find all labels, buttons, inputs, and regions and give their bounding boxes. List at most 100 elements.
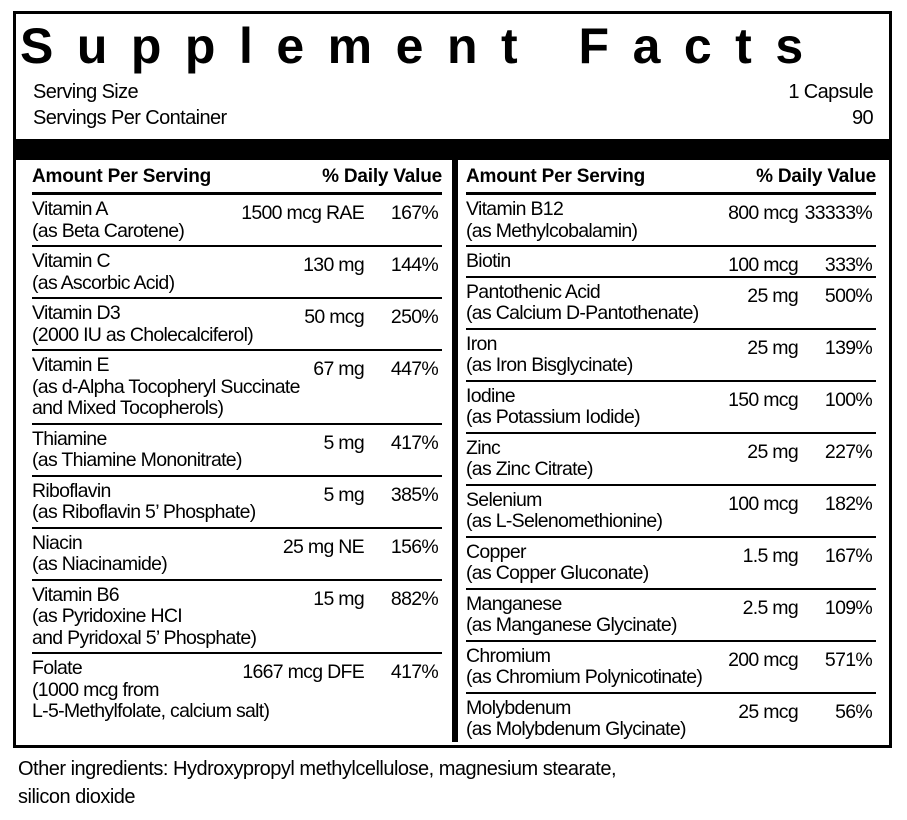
- nutrient-row: Thiamine (as Thiamine Mononitrate) 5 mg 417…: [32, 425, 442, 477]
- nutrient-row: Biotin 100 mcg 333%: [466, 247, 876, 278]
- servings-per-container-label: Servings Per Container: [33, 107, 227, 129]
- nutrient-row: Vitamin C (as Ascorbic Acid) 130 mg 144%: [32, 247, 442, 299]
- servings-per-container-value: 90: [851, 107, 874, 129]
- header-daily-value: % Daily Value: [322, 166, 442, 187]
- nutrient-amount: 25 mg: [747, 284, 798, 307]
- nutrient-name: Iron: [466, 332, 498, 355]
- nutrient-name: Thiamine: [32, 427, 107, 450]
- nutrient-daily-value: 167%: [390, 202, 439, 224]
- nutrient-name: Vitamin D3: [32, 302, 121, 324]
- nutrient-amount: 200 mcg: [728, 648, 799, 671]
- column-divider: [452, 160, 458, 742]
- serving-size-label: Serving Size: [33, 81, 139, 103]
- nutrient-name: Riboflavin: [32, 479, 111, 502]
- nutrient-row: Zinc (as Zinc Citrate) 25 mg 227%: [466, 434, 876, 486]
- nutrient-row: Iodine (as Potassium Iodide) 150 mcg 100%: [466, 382, 876, 434]
- nutrient-name: Molybdenum: [466, 696, 571, 719]
- nutrient-daily-value: 385%: [390, 483, 439, 506]
- nutrient-name: Pantothenic Acid: [466, 280, 601, 303]
- right-column: Amount Per Serving % Daily Value Vitamin B…: [466, 162, 876, 744]
- nutrient-source: (as Zinc Citrate): [466, 458, 593, 480]
- nutrient-source: and Mixed Tocopherols): [32, 397, 224, 419]
- nutrient-row: Niacin (as Niacinamide) 25 mg NE 156%: [32, 529, 442, 581]
- serving-size-value: 1 Capsule: [788, 81, 873, 103]
- nutrient-name: Folate: [32, 657, 83, 679]
- nutrient-daily-value: 333%: [824, 254, 873, 276]
- nutrient-amount: 25 mg: [747, 336, 798, 359]
- nutrient-amount: 50 mcg: [304, 306, 364, 328]
- nutrient-name: Vitamin B12: [466, 198, 564, 220]
- nutrient-amount: 100 mcg: [728, 254, 799, 276]
- nutrient-amount: 15 mg: [313, 587, 364, 610]
- nutrient-amount: 5 mg: [323, 431, 364, 454]
- nutrient-row: Vitamin B6 (as Pyridoxine HCI and Pyridoxa…: [32, 581, 442, 654]
- nutrient-source: L-5-Methylfolate, calcium salt): [32, 700, 270, 722]
- nutrient-amount: 800 mcg: [728, 202, 799, 224]
- nutrient-amount: 67 mg: [313, 358, 364, 380]
- nutrient-row: Riboflavin (as Riboflavin 5’ Phosphate) 5 …: [32, 477, 442, 529]
- nutrient-daily-value: 571%: [824, 648, 873, 671]
- left-column: Amount Per Serving % Daily Value Vitamin A…: [32, 162, 442, 726]
- nutrient-name: Vitamin C: [32, 250, 111, 272]
- nutrient-daily-value: 139%: [824, 336, 873, 359]
- other-ingredients-line: Other ingredients: Hydroxypropyl methylc…: [18, 758, 617, 780]
- nutrient-source: (as Beta Carotene): [32, 219, 185, 242]
- nutrient-source: (as Pyridoxine HCI: [32, 605, 183, 627]
- nutrient-name: Vitamin B6: [32, 583, 120, 606]
- nutrient-daily-value: 500%: [824, 284, 873, 307]
- nutrient-daily-value: 250%: [390, 306, 439, 328]
- nutrient-name: Iodine: [466, 384, 516, 407]
- nutrient-daily-value: 33333%: [804, 202, 873, 224]
- nutrient-source: and Pyridoxal 5’ Phosphate): [32, 626, 257, 649]
- facts-panel: [13, 11, 892, 748]
- header-amount: Amount Per Serving: [466, 166, 646, 187]
- divider-bar: [16, 139, 889, 160]
- nutrient-row: Molybdenum (as Molybdenum Glycinate) 25 mc…: [466, 694, 876, 744]
- nutrient-source: (1000 mcg from: [32, 678, 159, 701]
- nutrient-row: Vitamin B12 (as Methylcobalamin) 800 mcg 33…: [466, 195, 876, 247]
- nutrient-row: Iron (as Iron Bisglycinate) 25 mg 139%: [466, 330, 876, 382]
- nutrient-row: Folate (1000 mcg from L-5-Methylfolate, ca…: [32, 654, 442, 726]
- nutrient-name: Vitamin A: [32, 198, 108, 220]
- nutrient-amount: 100 mcg: [728, 492, 799, 515]
- nutrient-amount: 5 mg: [323, 483, 364, 506]
- nutrient-name: Biotin: [466, 250, 511, 272]
- nutrient-daily-value: 417%: [390, 661, 439, 683]
- nutrient-row: Vitamin D3 (2000 IU as Cholecalciferol) 50…: [32, 299, 442, 351]
- nutrient-name: Manganese: [466, 592, 562, 615]
- nutrient-amount: 2.5 mg: [742, 596, 799, 619]
- nutrient-name: Copper: [466, 540, 526, 563]
- nutrient-name: Chromium: [466, 644, 551, 667]
- nutrient-daily-value: 882%: [390, 587, 439, 610]
- nutrient-row: Vitamin A (as Beta Carotene) 1500 mcg RAE 1…: [32, 195, 442, 247]
- nutrient-amount: 1500 mcg RAE: [241, 202, 364, 224]
- nutrient-source: (as Iron Bisglycinate): [466, 354, 633, 376]
- nutrient-row: Copper (as Copper Gluconate) 1.5 mg 167%: [466, 538, 876, 590]
- nutrient-amount: 25 mg: [747, 440, 798, 463]
- nutrient-amount: 130 mg: [303, 254, 365, 276]
- nutrient-source: (as Manganese Glycinate): [466, 614, 678, 636]
- nutrient-row: Vitamin E (as d-Alpha Tocopheryl Succinat…: [32, 351, 442, 425]
- nutrient-source: (as Molybdenum Glycinate): [466, 718, 687, 740]
- nutrient-daily-value: 447%: [390, 358, 439, 380]
- nutrient-source: (as Copper Gluconate): [466, 562, 649, 584]
- nutrient-amount: 25 mg NE: [282, 535, 365, 558]
- nutrient-daily-value: 56%: [835, 700, 873, 723]
- nutrient-source: (as Riboflavin 5’ Phosphate): [32, 501, 256, 523]
- nutrient-daily-value: 156%: [390, 535, 439, 558]
- nutrient-name: Zinc: [466, 436, 501, 459]
- nutrient-source: (as L-Selenomethionine): [466, 510, 663, 532]
- nutrient-source: (as d-Alpha Tocopheryl Succinate: [32, 375, 300, 398]
- nutrient-source: (as Chromium Polynicotinate): [466, 666, 703, 688]
- nutrient-daily-value: 227%: [824, 440, 873, 463]
- header-daily-value: % Daily Value: [756, 166, 876, 187]
- nutrient-daily-value: 100%: [824, 388, 873, 411]
- nutrient-source: (2000 IU as Cholecalciferol): [32, 323, 254, 346]
- nutrient-daily-value: 417%: [390, 431, 439, 454]
- nutrient-amount: 25 mcg: [738, 700, 798, 723]
- nutrient-row: Chromium (as Chromium Polynicotinate) 200 …: [466, 642, 876, 694]
- nutrient-daily-value: 182%: [824, 492, 873, 515]
- nutrient-source: (as Ascorbic Acid): [32, 271, 175, 294]
- nutrient-name: Vitamin E: [32, 354, 109, 376]
